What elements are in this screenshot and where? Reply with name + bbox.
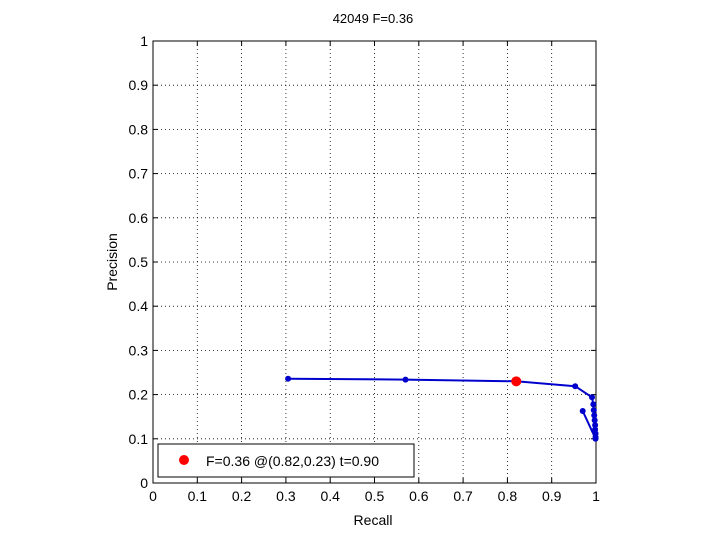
x-tick-label: 0.7 bbox=[453, 488, 473, 504]
data-point bbox=[591, 417, 598, 424]
x-tick-label: 0.5 bbox=[365, 488, 385, 504]
x-axis-label: Recall bbox=[354, 512, 393, 528]
y-tick-label: 1 bbox=[140, 33, 148, 49]
y-tick-label: 0.6 bbox=[129, 210, 149, 226]
pr-curve bbox=[285, 375, 599, 442]
y-tick-label: 0.5 bbox=[129, 254, 149, 270]
best-f-point bbox=[511, 376, 522, 387]
data-point bbox=[402, 376, 409, 383]
data-point bbox=[590, 407, 597, 414]
series-line bbox=[288, 377, 597, 440]
x-tick-label: 1 bbox=[592, 488, 600, 504]
x-tick-label: 0.9 bbox=[542, 488, 562, 504]
y-tick-label: 0.1 bbox=[129, 431, 149, 447]
data-point bbox=[590, 401, 597, 408]
x-tick-label: 0.8 bbox=[498, 488, 518, 504]
chart-title: 42049 F=0.36 bbox=[333, 11, 414, 26]
data-point bbox=[285, 375, 292, 382]
y-axis-label: Precision bbox=[104, 233, 120, 291]
x-tick-label: 0.1 bbox=[188, 488, 208, 504]
legend-text: F=0.36 @(0.82,0.23) t=0.90 bbox=[206, 453, 379, 469]
legend-box bbox=[157, 443, 415, 478]
y-tick-label: 0.8 bbox=[129, 121, 149, 137]
data-point bbox=[579, 407, 586, 414]
legend-marker bbox=[179, 455, 189, 465]
data-point bbox=[589, 394, 596, 401]
data-point bbox=[592, 422, 599, 429]
x-tick-label: 0.2 bbox=[232, 488, 252, 504]
legend: F=0.36 @(0.82,0.23) t=0.90 bbox=[157, 443, 415, 478]
plot-frame bbox=[152, 40, 597, 484]
y-tick-label: 0 bbox=[140, 475, 148, 491]
x-tick-label: 0.6 bbox=[409, 488, 429, 504]
data-point bbox=[572, 383, 579, 390]
x-tick-label: 0.4 bbox=[320, 488, 340, 504]
y-tick-label: 0.7 bbox=[129, 166, 149, 182]
grid-lines bbox=[153, 41, 596, 483]
y-tick-label: 0.2 bbox=[129, 387, 149, 403]
y-tick-label: 0.4 bbox=[129, 298, 149, 314]
x-tick-label: 0.3 bbox=[276, 488, 296, 504]
axis-ticks: 0 0.1 0.2 0.3 0.4 0.5 0.6 0.7 0.8 0.9 1 0 0.1 0.2 0.3 0… bbox=[129, 33, 601, 504]
data-point bbox=[592, 435, 599, 442]
x-tick-label: 0 bbox=[149, 488, 157, 504]
y-tick-label: 0.9 bbox=[129, 77, 149, 93]
y-tick-label: 0.3 bbox=[129, 342, 149, 358]
data-point bbox=[591, 412, 598, 419]
